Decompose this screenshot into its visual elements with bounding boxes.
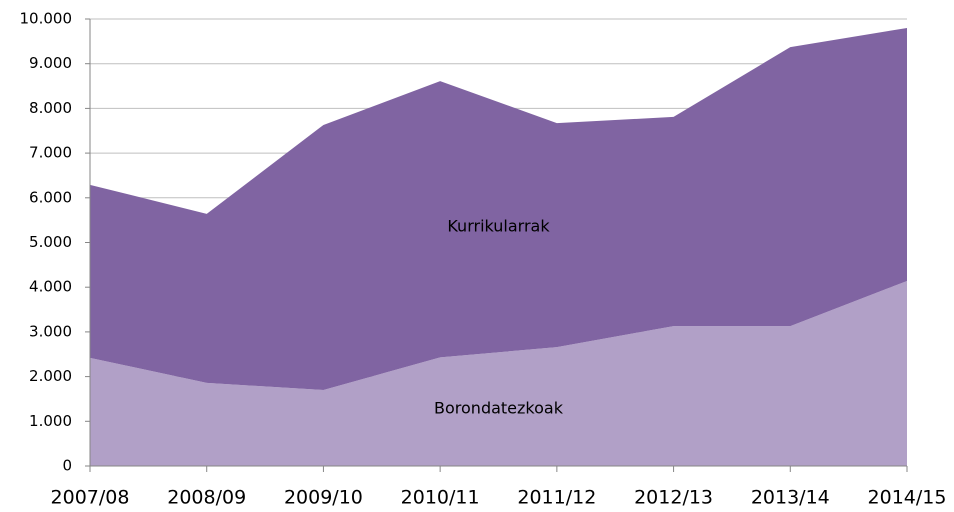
- x-tick-label: 2008/09: [167, 487, 246, 509]
- y-tick-label: 4.000: [29, 278, 72, 296]
- y-tick-label: 5.000: [29, 233, 72, 251]
- x-tick-label: 2013/14: [751, 487, 830, 509]
- x-tick-label: 2014/15: [868, 487, 947, 509]
- y-tick-label: 3.000: [29, 322, 72, 340]
- x-tick-label: 2009/10: [284, 487, 363, 509]
- y-tick-label: 10.000: [20, 10, 73, 28]
- y-tick-label: 2.000: [29, 367, 72, 385]
- y-tick-label: 7.000: [29, 144, 72, 162]
- y-tick-label: 1.000: [29, 412, 72, 430]
- y-tick-label: 9.000: [29, 54, 72, 72]
- area: [90, 27, 907, 391]
- series-label: Kurrikularrak: [447, 217, 550, 236]
- x-tick-label: 2012/13: [634, 487, 713, 509]
- series-label: Borondatezkoak: [434, 399, 564, 418]
- y-tick-label: 6.000: [29, 188, 72, 206]
- y-tick-label: 8.000: [29, 99, 72, 117]
- y-tick-label: 0: [62, 457, 72, 475]
- x-tick-label: 2007/08: [51, 487, 130, 509]
- x-tick-label: 2011/12: [517, 487, 596, 509]
- x-tick-label: 2010/11: [401, 487, 480, 509]
- area: [90, 280, 907, 466]
